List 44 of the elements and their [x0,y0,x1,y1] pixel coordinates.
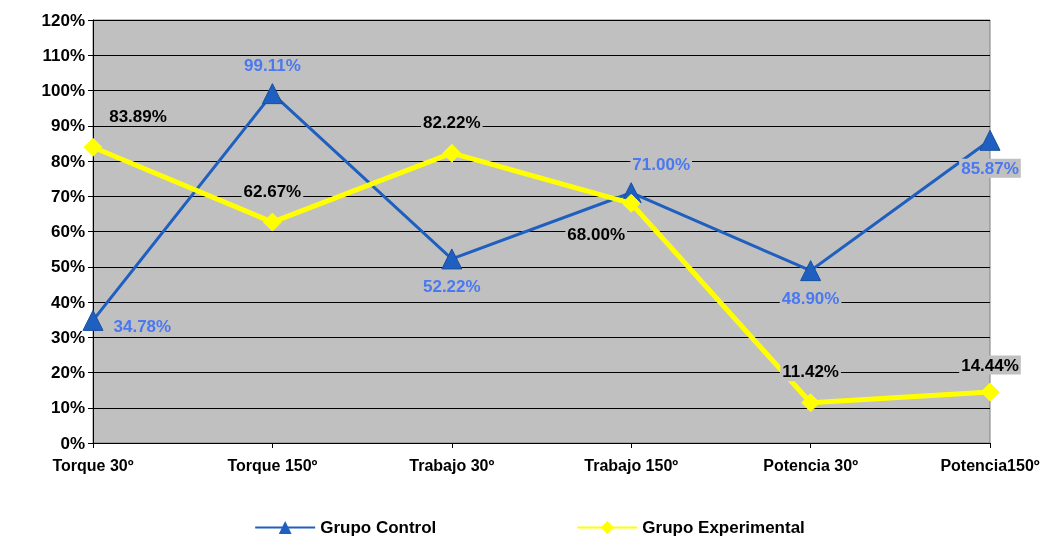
y-tick-label: 120% [41,10,85,30]
data-label: 62.67% [243,181,302,201]
point [83,137,103,157]
data-label: 11.42% [782,362,839,382]
point [621,193,641,213]
x-tick-label: Potencia 30º [763,456,859,474]
point [801,393,821,413]
data-label: 48.90% [781,289,840,309]
x-tick-label: Potencia150º [940,456,1040,474]
x-tick-label: Torque 30º [52,456,134,474]
data-label: 83.89% [109,106,167,126]
point [980,382,1000,402]
y-tick-label: 110% [42,45,85,65]
legend-label: Grupo Experimental [642,518,805,537]
point [800,260,822,282]
y-tick-label: 30% [50,327,85,347]
point [82,309,104,331]
data-label: 71.00% [632,155,691,175]
x-tick-label: Torque 150º [227,456,318,474]
y-tick-label: 80% [50,151,85,171]
data-label: 34.78% [113,316,172,336]
data-label: 68.00% [567,224,626,244]
point [979,129,1001,151]
y-tick-label: 90% [50,116,85,136]
x-tick-label: Trabajo 150º [584,456,679,474]
x-tick-label: Trabajo 30º [409,456,495,474]
data-label: 82.22% [422,112,481,132]
point [261,83,283,105]
point [442,143,462,163]
y-tick-label: 60% [50,222,85,241]
y-tick-label: 0% [60,433,85,453]
data-label: 99.11% [244,56,301,76]
y-tick-label: 40% [50,292,85,312]
point [441,248,463,270]
y-tick-label: 100% [41,81,85,100]
data-label: 14.44% [961,355,1019,375]
data-label: 52.22% [422,277,481,297]
point [262,212,282,232]
y-tick-label: 10% [50,398,85,418]
y-tick-label: 20% [50,363,85,382]
legend-label: Grupo Control [320,518,437,537]
y-tick-label: 70% [50,186,85,206]
y-tick-label: 50% [50,257,85,277]
data-label: 85.87% [961,158,1019,178]
